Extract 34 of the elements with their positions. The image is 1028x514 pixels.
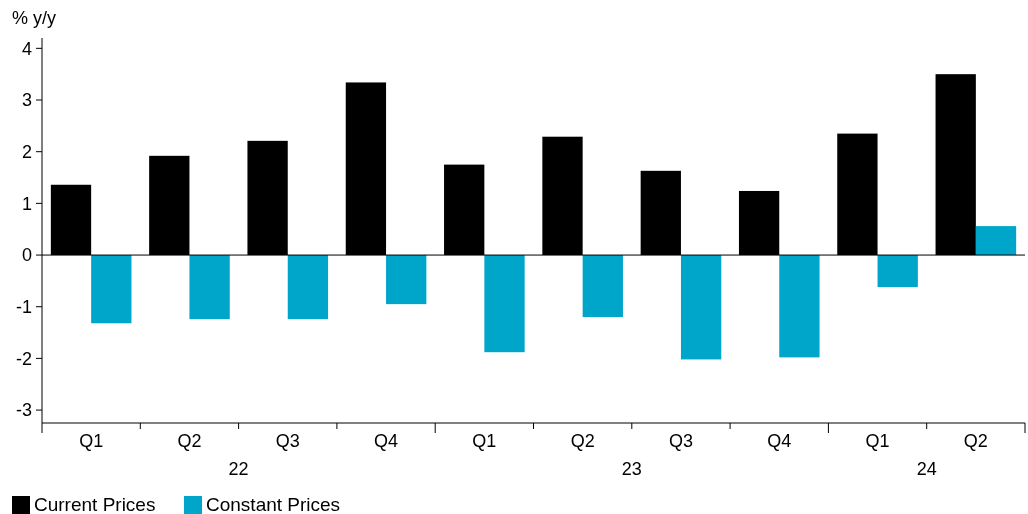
x-tick-label: Q3: [275, 431, 300, 451]
x-tick-label: Q1: [79, 431, 104, 451]
x-tick-label: Q1: [865, 431, 890, 451]
text: 23: [621, 459, 642, 479]
y-tick-label: 4: [21, 38, 32, 59]
x-tick-label: Q2: [963, 431, 988, 451]
y-axis-title: % y/y: [12, 8, 57, 28]
y-tick-label: -1: [15, 297, 32, 318]
x-tick-label: Q4: [374, 431, 399, 451]
x-tick-label: Q2: [570, 431, 595, 451]
bar: [287, 255, 329, 320]
bar: [91, 255, 132, 324]
legend-label: Constant Prices: [206, 494, 341, 514]
y-tick-label: 1: [21, 193, 32, 214]
text: 22: [228, 459, 249, 479]
x-tick-label: Q3: [668, 431, 693, 451]
bar: [779, 255, 820, 358]
text: 24: [916, 459, 937, 479]
y-tick-label: 0: [21, 245, 32, 266]
x-tick-label: Q2: [177, 431, 202, 451]
y-tick-label: -2: [15, 348, 32, 369]
bar: [386, 255, 427, 305]
x-tick-label: Q4: [767, 431, 792, 451]
bar: [484, 255, 525, 353]
y-tick-label: 2: [21, 141, 32, 162]
y-tick-label: -3: [15, 400, 32, 421]
bar: [582, 255, 623, 318]
y-tick-label: 3: [21, 90, 32, 111]
bar: [680, 255, 722, 360]
bar: [975, 226, 1017, 256]
bar: [189, 255, 230, 320]
x-tick-label: Q1: [472, 431, 497, 451]
legend-label: Current Prices: [34, 494, 156, 514]
bar: [877, 255, 918, 288]
